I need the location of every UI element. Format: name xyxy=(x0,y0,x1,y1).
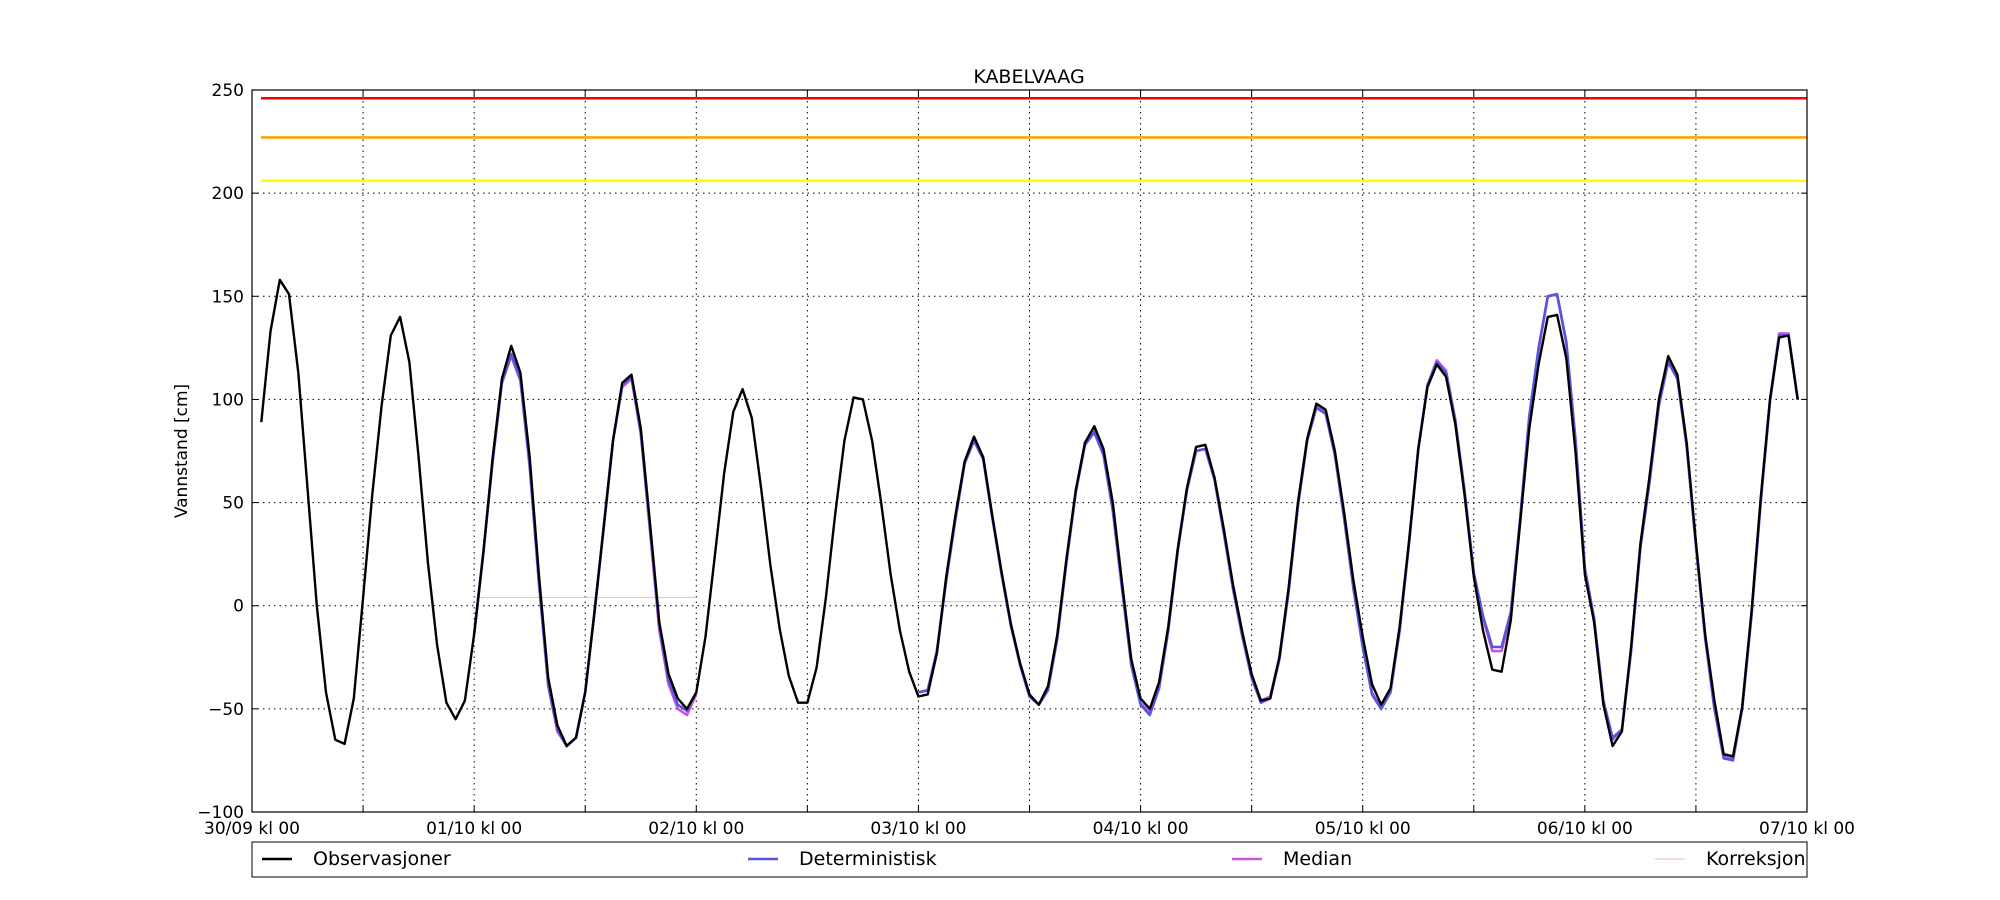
y-tick-label: −100 xyxy=(197,803,244,823)
x-tick-label: 02/10 kl 00 xyxy=(648,819,744,839)
legend-box xyxy=(251,841,1808,878)
y-tick-label: 250 xyxy=(212,81,244,101)
grid xyxy=(252,90,1807,812)
x-tick-label: 05/10 kl 00 xyxy=(1315,819,1411,839)
legend-label: Observasjoner xyxy=(313,848,451,870)
x-tick-label: 06/10 kl 00 xyxy=(1537,819,1633,839)
x-tick-label: 07/10 kl 00 xyxy=(1759,819,1855,839)
legend: Observasjoner Deterministisk Median Korreks… xyxy=(251,841,1808,878)
x-axis: 30/09 kl 00 01/10 kl 00 02/10 kl 00 03/10 k… xyxy=(204,90,1855,839)
threshold-lines xyxy=(261,96,1807,183)
legend-label: Median xyxy=(1283,848,1352,870)
plot-area-frame xyxy=(251,89,1808,813)
y-tick-label: 150 xyxy=(212,287,244,307)
y-tick-label: 100 xyxy=(212,390,244,410)
chart-title: KABELVAAG xyxy=(973,66,1084,88)
y-axis-label: Vannstand [cm] xyxy=(172,384,192,518)
y-axis: −100 −50 0 50 100 150 200 250 xyxy=(197,81,1807,823)
y-tick-label: 0 xyxy=(233,597,244,617)
y-tick-label: 200 xyxy=(212,184,244,204)
y-tick-label: −50 xyxy=(208,700,244,720)
x-tick-label: 30/09 kl 00 xyxy=(204,819,300,839)
x-tick-label: 04/10 kl 00 xyxy=(1093,819,1189,839)
legend-label: Deterministisk xyxy=(799,848,937,870)
legend-label: Korreksjon xyxy=(1706,848,1806,870)
y-tick-label: 50 xyxy=(222,494,244,514)
series-line-observasjoner xyxy=(260,278,1799,758)
x-tick-label: 01/10 kl 00 xyxy=(426,819,522,839)
series-lines xyxy=(260,278,1807,762)
x-tick-label: 03/10 kl 00 xyxy=(870,819,966,839)
